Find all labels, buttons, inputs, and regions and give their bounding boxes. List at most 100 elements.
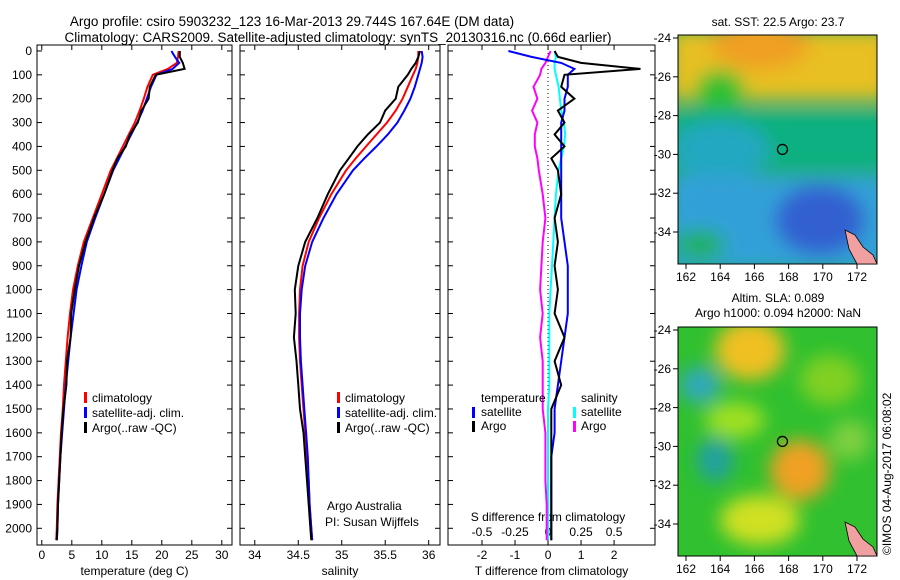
- x-tick-label: -2: [477, 548, 488, 562]
- y-tick-label: 1700: [5, 450, 32, 464]
- y-tick-label: 1500: [5, 402, 32, 416]
- legend-label: Argo: [481, 419, 507, 433]
- temperature-panel: 0 5 10 15 20 25 30 temperature (deg C) 0 100 200 30…: [5, 44, 233, 578]
- y-tick-label: 500: [12, 163, 32, 177]
- legend-swatch-argo: [84, 422, 87, 433]
- legend-swatch-satellite: [84, 407, 87, 418]
- salinity-panel: 34 34.5 35 35.5 36 salinity: [239, 44, 441, 578]
- annotation-line-2: PI: Susan Wijffels: [325, 515, 419, 529]
- lat-tick-label: -24: [654, 31, 672, 45]
- x-tick-label: 34: [248, 548, 262, 562]
- map-frame: [677, 326, 878, 557]
- lon-tick-label: 168: [779, 270, 799, 284]
- lon-tick-label: 170: [813, 270, 833, 284]
- lat-tick-label: -32: [654, 478, 672, 492]
- y-tick-label: 1900: [5, 497, 32, 511]
- difference-legend: temperature salinity satellite Argo sate…: [472, 391, 622, 433]
- x-tick-label: 35: [335, 548, 349, 562]
- lat-tick-label: -28: [654, 401, 672, 415]
- legend-swatch-s-argo: [573, 421, 576, 432]
- series-line-s-argo: [531, 50, 552, 541]
- y-tick-label: 1100: [6, 306, 32, 320]
- x-tick-label: 34.5: [287, 548, 311, 562]
- x-axis-label: salinity: [322, 564, 359, 578]
- x-tick-label: 0: [38, 548, 45, 562]
- x2-tick-label: -0.25: [501, 525, 529, 539]
- x-tick-label: 1: [578, 548, 585, 562]
- y-tick-label: 0: [25, 44, 32, 58]
- lat-tick-label: -34: [654, 517, 672, 531]
- salinity-legend: climatology satellite-adj. clim. Argo(..…: [325, 391, 437, 529]
- legend-label: satellite-adj. clim.: [92, 406, 184, 420]
- lat-tick-label: -26: [654, 70, 672, 84]
- title-line-1: Argo profile: csiro 5903232_123 16-Mar-2…: [70, 14, 514, 29]
- legend-label: Argo(..raw -QC): [92, 421, 177, 435]
- y-tick-label: 400: [12, 139, 32, 153]
- lat-tick-label: -24: [654, 323, 672, 337]
- legend-title-temperature: temperature: [481, 391, 546, 405]
- legend-swatch-satellite: [337, 407, 340, 418]
- series-line-satellite-adj-clim-: [299, 50, 424, 541]
- x-tick-label: 30: [215, 548, 229, 562]
- lon-tick-label: 166: [744, 562, 764, 576]
- x-tick-label: 36: [422, 548, 436, 562]
- y-tick-label: 900: [12, 259, 32, 273]
- sla-map-title-1: Altim. SLA: 0.089: [732, 291, 825, 305]
- lon-tick-label: 162: [676, 562, 696, 576]
- x-axis-label: temperature (deg C): [80, 564, 188, 578]
- legend-swatch-argo: [337, 422, 340, 433]
- sla-map: 162 164 166 168 170 172 -24 -26 -28 -30 -32 -34: [654, 323, 878, 576]
- x-tick-label: 0: [545, 548, 552, 562]
- y-tick-label: 700: [12, 211, 32, 225]
- lon-tick-label: 170: [813, 562, 833, 576]
- legend-label: satellite-adj. clim.: [345, 406, 437, 420]
- legend-title-salinity: salinity: [581, 391, 618, 405]
- lat-tick-label: -28: [654, 109, 672, 123]
- series-line-argo-raw-qc-: [55, 51, 186, 541]
- legend-swatch-t-satellite: [472, 407, 475, 418]
- sst-map: 162 164 166 168 170 172 -24 -26 -28 -30 -32 -34: [654, 31, 878, 284]
- map-frame: [677, 34, 878, 265]
- lat-tick-label: -30: [654, 147, 672, 161]
- x-tick-label: 2: [611, 548, 618, 562]
- lat-tick-label: -26: [654, 362, 672, 376]
- legend-label: satellite: [481, 405, 522, 419]
- legend-swatch-t-argo: [472, 421, 475, 432]
- y-tick-label: 1400: [5, 378, 32, 392]
- legend-label: Argo(..raw -QC): [345, 421, 430, 435]
- y-tick-label: 100: [12, 68, 32, 82]
- legend-label: satellite: [581, 405, 622, 419]
- y-tick-label: 600: [12, 187, 32, 201]
- x-tick-label: 5: [68, 548, 75, 562]
- y-tick-label: 2000: [5, 521, 32, 535]
- legend-swatch-climatology: [337, 392, 340, 403]
- argo-location-marker: [776, 435, 789, 448]
- series-line-t-argo: [550, 50, 641, 541]
- sst-map-title: sat. SST: 22.5 Argo: 23.7: [712, 15, 845, 29]
- legend-label: Argo: [581, 419, 607, 433]
- x-tick-label: 15: [125, 548, 139, 562]
- y-tick-label: 1800: [5, 474, 32, 488]
- series-line-climatology: [298, 51, 420, 541]
- legend-label: climatology: [345, 391, 405, 405]
- argo-location-marker: [776, 143, 789, 156]
- series-line-argo-raw-qc-: [292, 50, 421, 541]
- annotation-line-1: Argo Australia: [327, 499, 402, 513]
- series-line-t-satellite: [508, 50, 577, 541]
- x-tick-label: 20: [155, 548, 169, 562]
- coastline-new-caledonia: [844, 521, 878, 557]
- y-tick-label: 1000: [5, 283, 32, 297]
- lat-tick-label: -34: [654, 225, 672, 239]
- lon-tick-label: 166: [744, 270, 764, 284]
- legend-label: climatology: [92, 391, 152, 405]
- temperature-legend: climatology satellite-adj. clim. Argo(..…: [84, 391, 184, 435]
- credit-text: ©IMOS 04-Aug-2017 06:08:02: [880, 392, 894, 555]
- y-tick-label: 1200: [5, 330, 32, 344]
- x-tick-label: 10: [95, 548, 109, 562]
- x-tick-label: 35.5: [374, 548, 398, 562]
- legend-swatch-climatology: [84, 392, 87, 403]
- x-tick-label: -1: [510, 548, 521, 562]
- coastline-new-caledonia: [844, 229, 878, 265]
